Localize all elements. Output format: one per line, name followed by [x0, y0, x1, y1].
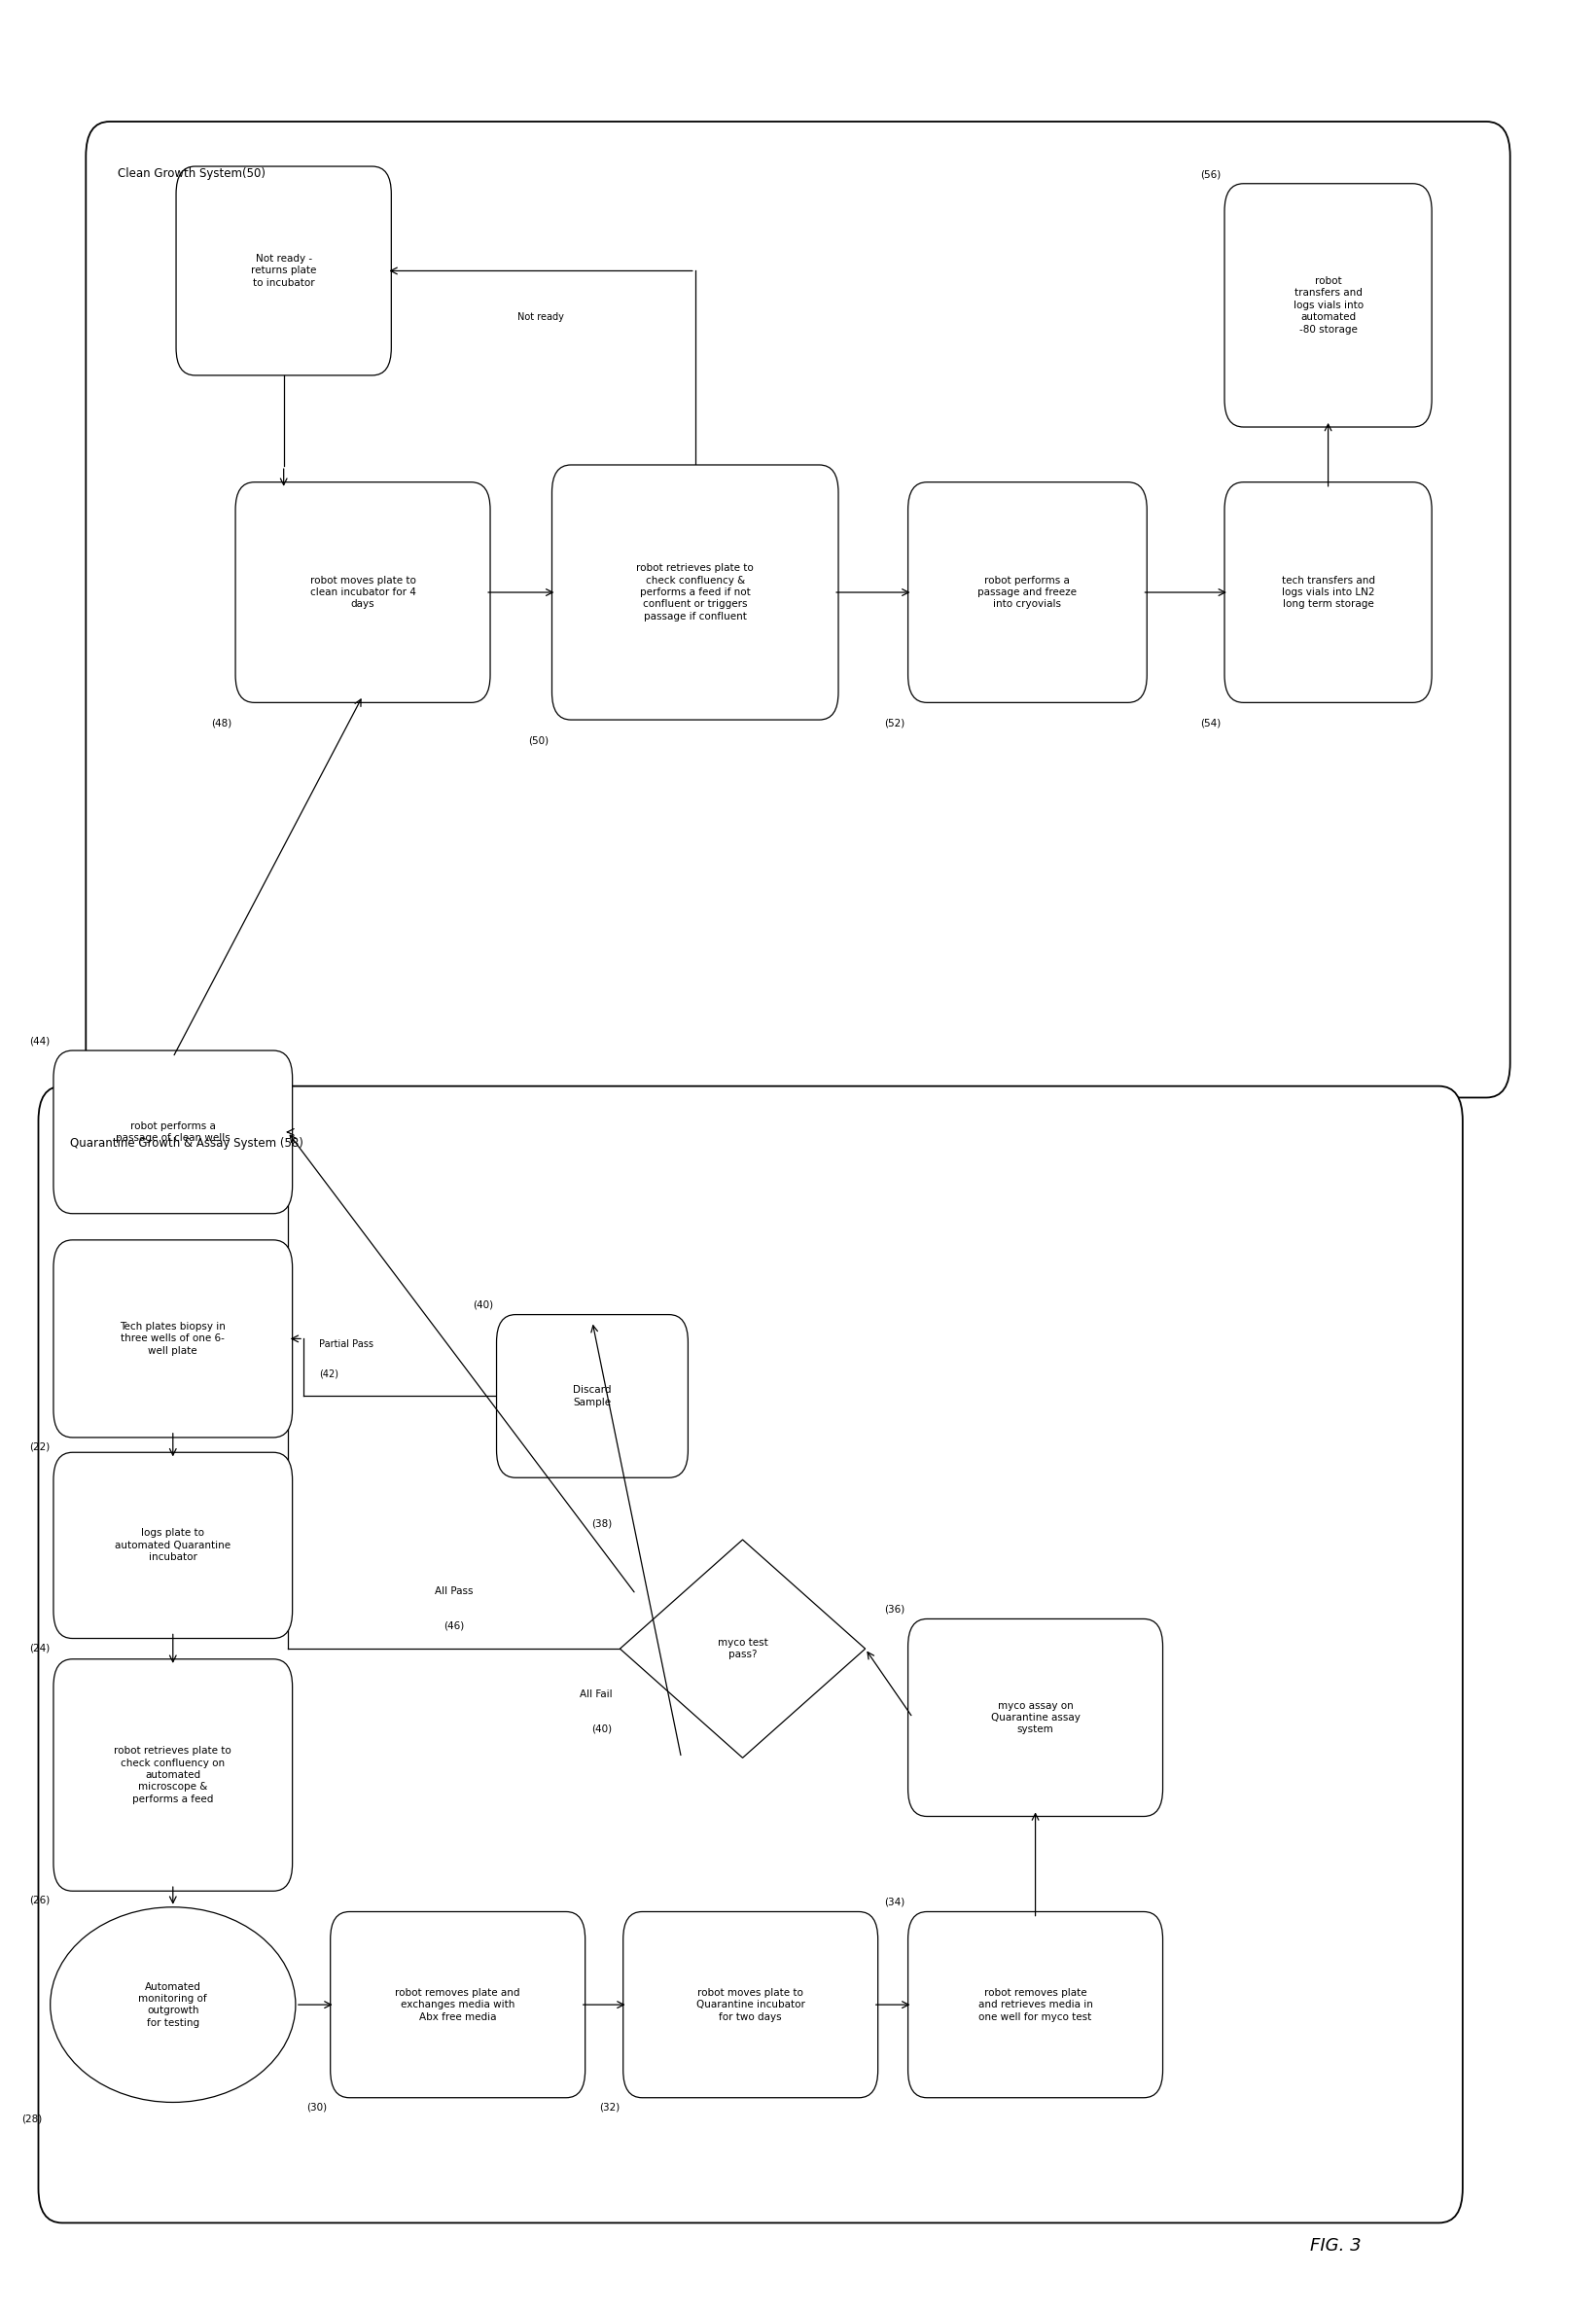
- Text: (52): (52): [884, 718, 905, 728]
- Text: (40): (40): [592, 1723, 611, 1735]
- Text: Tech plates biopsy in
three wells of one 6-
well plate: Tech plates biopsy in three wells of one…: [120, 1321, 227, 1356]
- Text: robot retrieves plate to
check confluency on
automated
microscope &
performs a f: robot retrieves plate to check confluenc…: [115, 1746, 231, 1804]
- Text: (54): (54): [1200, 718, 1221, 728]
- FancyBboxPatch shape: [1224, 182, 1432, 427]
- Text: (36): (36): [884, 1605, 905, 1615]
- Text: (26): (26): [30, 1897, 49, 1906]
- Text: (38): (38): [592, 1518, 611, 1529]
- Text: (22): (22): [30, 1441, 49, 1451]
- FancyBboxPatch shape: [622, 1913, 878, 2097]
- Text: tech transfers and
logs vials into LN2
long term storage: tech transfers and logs vials into LN2 l…: [1282, 575, 1374, 610]
- Text: (46): (46): [444, 1622, 464, 1631]
- Text: robot removes plate
and retrieves media in
one well for myco test: robot removes plate and retrieves media …: [978, 1989, 1093, 2021]
- Text: (44): (44): [30, 1037, 49, 1046]
- Text: All Pass: All Pass: [434, 1587, 472, 1596]
- Text: myco test
pass?: myco test pass?: [718, 1638, 768, 1659]
- Text: Automated
monitoring of
outgrowth
for testing: Automated monitoring of outgrowth for te…: [139, 1982, 207, 2028]
- FancyBboxPatch shape: [496, 1314, 688, 1478]
- Text: Clean Growth System(50): Clean Growth System(50): [118, 169, 265, 180]
- Text: robot
transfers and
logs vials into
automated
-80 storage: robot transfers and logs vials into auto…: [1293, 277, 1363, 335]
- Text: Quarantine Growth & Assay System (58): Quarantine Growth & Assay System (58): [70, 1137, 303, 1150]
- Text: robot performs a
passage of clean wells: robot performs a passage of clean wells: [115, 1120, 230, 1143]
- Text: robot moves plate to
clean incubator for 4
days: robot moves plate to clean incubator for…: [310, 575, 417, 610]
- Text: (56): (56): [1200, 169, 1221, 178]
- FancyBboxPatch shape: [552, 464, 838, 721]
- Text: Discard
Sample: Discard Sample: [573, 1386, 611, 1407]
- Text: (50): (50): [528, 737, 549, 746]
- Text: (48): (48): [212, 718, 233, 728]
- FancyBboxPatch shape: [86, 122, 1510, 1097]
- Text: myco assay on
Quarantine assay
system: myco assay on Quarantine assay system: [991, 1700, 1080, 1735]
- Text: (24): (24): [30, 1642, 49, 1652]
- Polygon shape: [619, 1541, 865, 1758]
- FancyBboxPatch shape: [908, 1913, 1163, 2097]
- Text: FIG. 3: FIG. 3: [1310, 2236, 1361, 2255]
- Text: (40): (40): [472, 1301, 493, 1310]
- Text: robot retrieves plate to
check confluency &
performs a feed if not
confluent or : robot retrieves plate to check confluenc…: [637, 564, 753, 621]
- Text: (34): (34): [884, 1897, 905, 1908]
- FancyBboxPatch shape: [176, 166, 391, 374]
- FancyBboxPatch shape: [908, 1619, 1163, 1816]
- Text: logs plate to
automated Quarantine
incubator: logs plate to automated Quarantine incub…: [115, 1529, 231, 1562]
- Text: (30): (30): [306, 2102, 327, 2111]
- FancyBboxPatch shape: [236, 483, 490, 702]
- FancyBboxPatch shape: [53, 1240, 292, 1437]
- FancyBboxPatch shape: [330, 1913, 586, 2097]
- Text: robot performs a
passage and freeze
into cryovials: robot performs a passage and freeze into…: [978, 575, 1077, 610]
- FancyBboxPatch shape: [53, 1659, 292, 1892]
- Text: Partial Pass: Partial Pass: [319, 1340, 373, 1349]
- Text: Not ready -
returns plate
to incubator: Not ready - returns plate to incubator: [251, 254, 316, 289]
- FancyBboxPatch shape: [908, 483, 1148, 702]
- Text: (42): (42): [319, 1370, 338, 1379]
- Text: Not ready: Not ready: [517, 312, 563, 321]
- Text: robot moves plate to
Quarantine incubator
for two days: robot moves plate to Quarantine incubato…: [696, 1989, 804, 2021]
- FancyBboxPatch shape: [53, 1051, 292, 1213]
- Text: All Fail: All Fail: [579, 1691, 611, 1700]
- Text: (32): (32): [600, 2102, 619, 2111]
- Text: (28): (28): [22, 2114, 43, 2123]
- Text: robot removes plate and
exchanges media with
Abx free media: robot removes plate and exchanges media …: [396, 1989, 520, 2021]
- FancyBboxPatch shape: [38, 1086, 1462, 2222]
- FancyBboxPatch shape: [53, 1453, 292, 1638]
- Ellipse shape: [49, 1908, 295, 2102]
- FancyBboxPatch shape: [1224, 483, 1432, 702]
